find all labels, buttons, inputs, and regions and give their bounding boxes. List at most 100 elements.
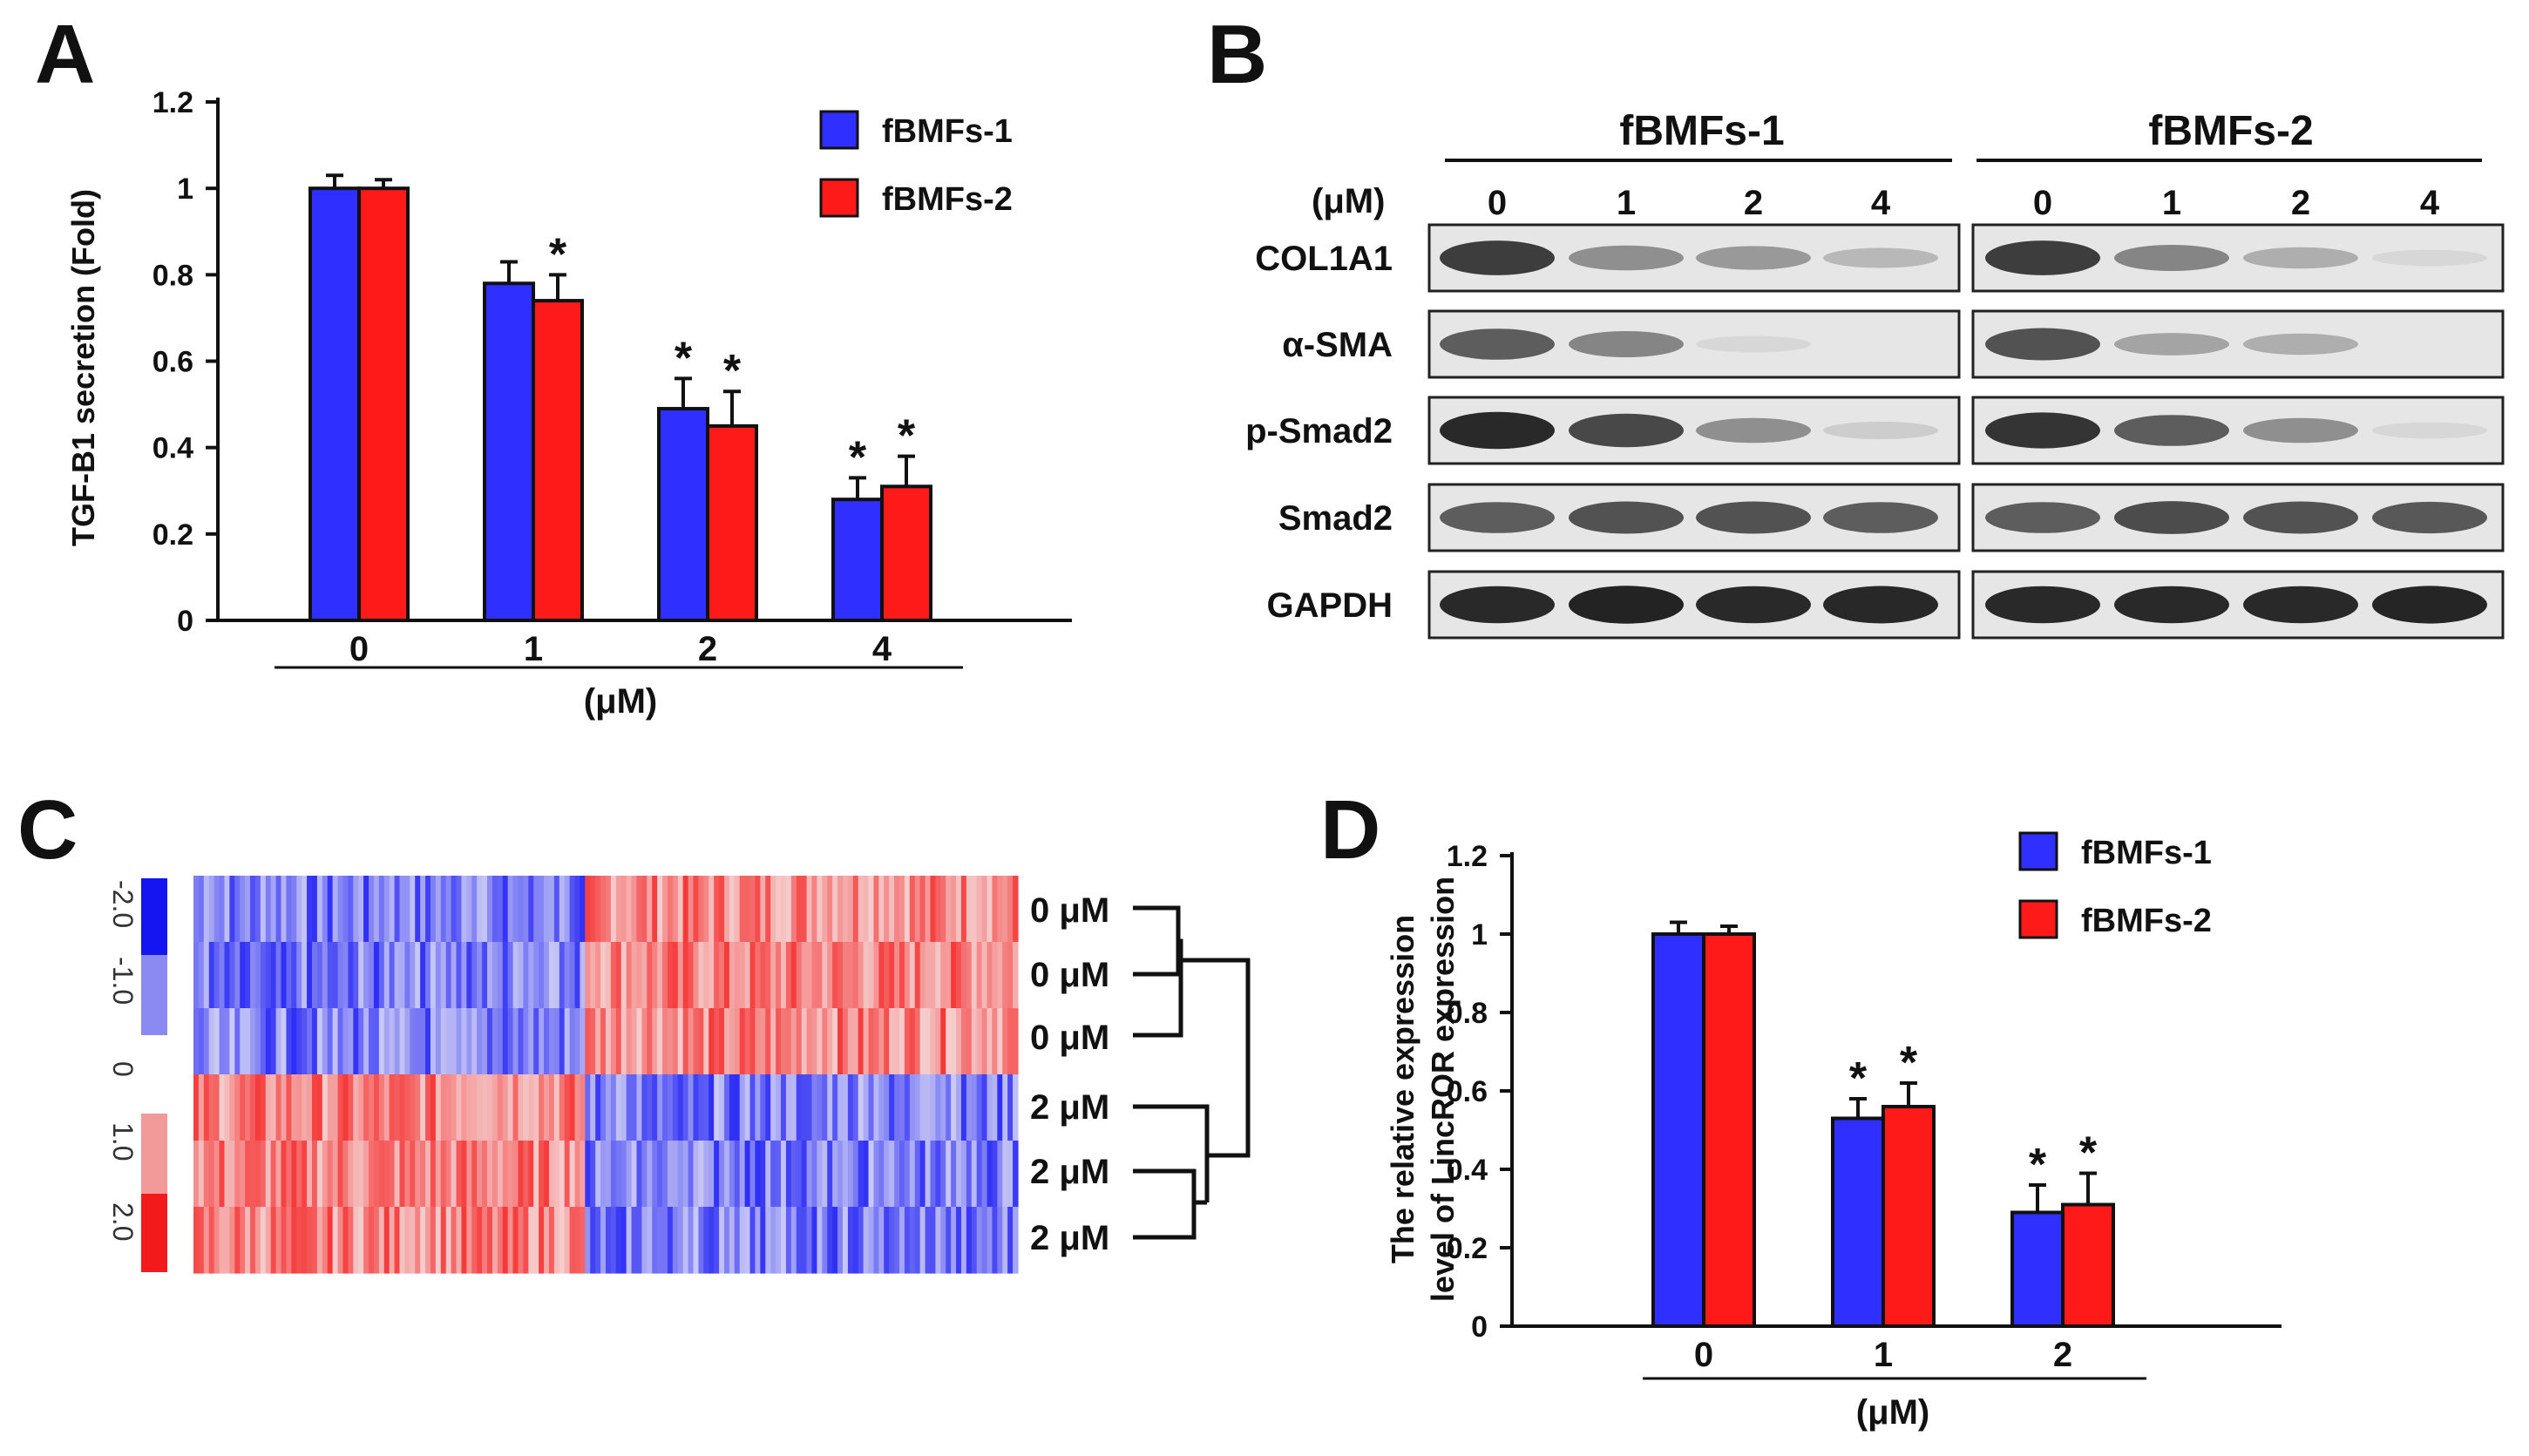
heatmap-cell xyxy=(539,1141,545,1208)
heatmap-cell xyxy=(1002,1207,1008,1274)
heatmap-cell xyxy=(997,876,1003,943)
scale-label-neg1: -1.0 xyxy=(107,957,139,1005)
heatmap-cell xyxy=(440,1008,447,1075)
blot-band xyxy=(2243,247,2358,269)
heatmap-cell xyxy=(976,876,983,943)
heatmap-cell xyxy=(682,876,689,943)
heatmap-cell xyxy=(265,942,272,1009)
heatmap-cell xyxy=(410,1207,416,1274)
heatmap-cell xyxy=(445,1008,452,1075)
heatmap-cell xyxy=(425,1008,431,1075)
heatmap-cell xyxy=(445,876,452,943)
heatmap-cell xyxy=(533,942,539,1009)
heatmap-cell xyxy=(559,1008,566,1075)
heatmap-cell xyxy=(265,1207,272,1274)
blot-band xyxy=(2372,501,2487,534)
chart-a-y-tick-label: 1.2 xyxy=(153,86,193,119)
heatmap-cell xyxy=(997,1074,1003,1141)
heatmap-cell xyxy=(553,942,560,1009)
heatmap-cell xyxy=(404,1207,410,1274)
chart-a-significance-star: * xyxy=(675,333,693,383)
heatmap-cell xyxy=(765,942,771,1009)
heatmap-cell xyxy=(1007,1141,1014,1208)
heatmap-cell xyxy=(595,1008,601,1075)
heatmap-cell xyxy=(714,1207,720,1274)
heatmap-cell xyxy=(286,1141,292,1208)
blot-band xyxy=(1823,586,1938,624)
heatmap-cell xyxy=(667,876,674,943)
heatmap-cell xyxy=(342,1207,349,1274)
heatmap-cell xyxy=(337,1074,344,1141)
heatmap-cell xyxy=(389,1141,396,1208)
chart-d-legend: fBMFs-1 fBMFs-2 xyxy=(2018,831,2212,939)
heatmap-cell xyxy=(378,876,385,943)
heatmap-cell xyxy=(620,1207,627,1274)
chart-d-x-label: (μM) xyxy=(1856,1393,1929,1432)
heatmap-cell xyxy=(260,1074,267,1141)
heatmap-cell xyxy=(610,1074,617,1141)
heatmap-cell xyxy=(399,1008,406,1075)
heatmap-cell xyxy=(919,1008,926,1075)
heatmap-cell xyxy=(254,1207,261,1274)
heatmap-cell xyxy=(316,1008,323,1075)
chart-a-bar-fbmfs-2 xyxy=(532,299,584,622)
heatmap-cell xyxy=(971,1207,978,1274)
heatmap-cell xyxy=(847,1008,854,1075)
heatmap-cell xyxy=(801,1008,808,1075)
heatmap-cell xyxy=(647,1008,653,1075)
heatmap-cell xyxy=(914,942,921,1009)
heatmap-cell xyxy=(250,876,256,943)
panel-letter-c: C xyxy=(17,783,78,877)
blot-band xyxy=(1440,411,1555,450)
chart-a-x-tick-label: 0 xyxy=(349,630,369,668)
heatmap-cell xyxy=(703,1074,709,1141)
heatmap-cell xyxy=(456,1074,463,1141)
heatmap-cell xyxy=(806,942,813,1009)
heatmap-cell xyxy=(868,942,875,1009)
heatmap-cell xyxy=(574,1207,581,1274)
heatmap-cell xyxy=(353,942,359,1009)
heatmap-cell xyxy=(198,876,205,943)
heatmap-cell xyxy=(688,1207,695,1274)
blot-band xyxy=(1696,417,1811,444)
heatmap-cell xyxy=(342,1074,349,1141)
heatmap-cell xyxy=(528,1074,534,1141)
blot-band xyxy=(1440,240,1555,275)
heatmap-cell xyxy=(749,876,756,943)
heatmap-cell xyxy=(801,876,808,943)
heatmap-cell xyxy=(523,942,529,1009)
heatmap-cell xyxy=(806,1141,813,1208)
heatmap-cell xyxy=(548,1141,555,1208)
heatmap-cell xyxy=(214,1008,220,1075)
heatmap-cell xyxy=(435,1074,442,1141)
blot-row-label: COL1A1 xyxy=(1255,240,1393,278)
chart-a-y-label: TGF-B1 secretion (Fold) xyxy=(65,189,101,546)
heatmap-cell xyxy=(523,1074,529,1141)
heatmap-cell xyxy=(548,876,555,943)
heatmap-cell xyxy=(270,1008,277,1075)
heatmap-cell xyxy=(425,876,431,943)
chart-a-significance-star: * xyxy=(898,411,916,462)
heatmap-cell xyxy=(574,942,581,1009)
heatmap-cell xyxy=(435,876,442,943)
heatmap-cell xyxy=(219,1207,226,1274)
heatmap-cell xyxy=(714,1141,720,1208)
heatmap-cell xyxy=(817,1141,823,1208)
chart-a-legend-swatch-1 xyxy=(819,110,859,150)
heatmap-cell xyxy=(337,1207,344,1274)
heatmap-cell xyxy=(378,1074,385,1141)
heatmap-cell xyxy=(203,942,210,1009)
heatmap-cell xyxy=(327,1008,334,1075)
heatmap-cell xyxy=(260,1207,267,1274)
heatmap-cell xyxy=(291,942,297,1009)
chart-d-bar-fbmfs-2 xyxy=(2061,1202,2115,1328)
heatmap-cell xyxy=(214,876,220,943)
heatmap-cell xyxy=(914,1074,921,1141)
heatmap-cell xyxy=(214,1141,220,1208)
heatmap-cell xyxy=(548,1008,555,1075)
heatmap-cell xyxy=(477,1207,483,1274)
heatmap-cell xyxy=(749,1074,756,1141)
heatmap-cell xyxy=(919,942,926,1009)
heatmap-cell xyxy=(606,1141,612,1208)
heatmap-cell xyxy=(734,942,741,1009)
